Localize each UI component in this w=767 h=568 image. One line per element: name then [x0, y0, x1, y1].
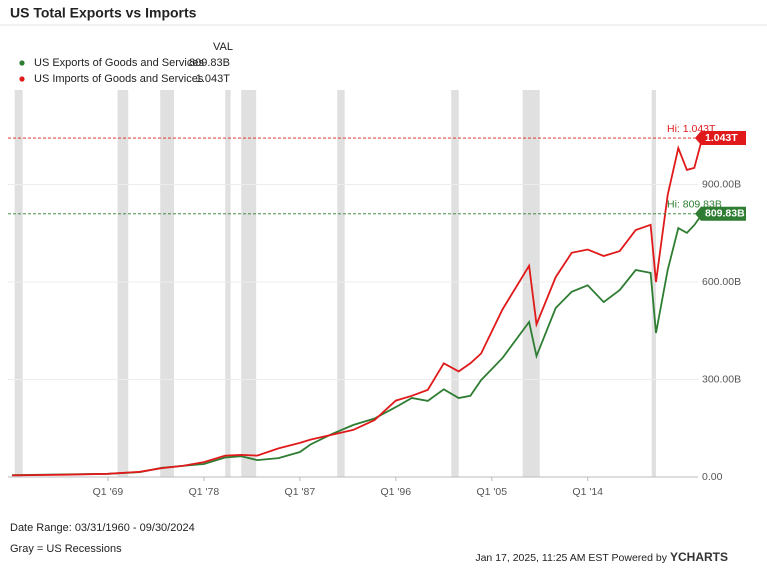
recession-band — [160, 90, 175, 477]
chart-title: US Total Exports vs Imports — [10, 5, 197, 21]
timestamp: Jan 17, 2025, 11:25 AM EST Powered by — [475, 552, 667, 564]
legend-marker — [19, 60, 25, 66]
y-tick-label: 900.00B — [702, 178, 741, 190]
legend-value: 1.043T — [196, 73, 231, 85]
x-tick-label: Q1 '14 — [572, 486, 603, 498]
date-range: Date Range: 03/31/1960 - 09/30/2024 — [10, 522, 195, 534]
y-tick-label: 600.00B — [702, 276, 741, 288]
recession-band — [225, 90, 231, 477]
recession-band — [337, 90, 345, 477]
recession-band — [651, 90, 656, 477]
legend-value: 809.83B — [189, 57, 230, 69]
y-tick-label: 0.00 — [702, 471, 723, 483]
recession-band — [14, 90, 23, 477]
recession-band — [241, 90, 257, 477]
legend-label: US Exports of Goods and Services — [34, 57, 204, 69]
x-tick-label: Q1 '87 — [285, 486, 316, 498]
x-tick-label: Q1 '69 — [93, 486, 124, 498]
x-tick-label: Q1 '96 — [381, 486, 412, 498]
recession-band — [451, 90, 459, 477]
series-line — [11, 137, 704, 477]
legend-marker — [19, 76, 25, 82]
series-line — [11, 213, 704, 476]
legend-label: US Imports of Goods and Services — [34, 73, 204, 85]
legend-header: VAL — [213, 41, 233, 53]
recession-band — [117, 90, 129, 477]
brand: YCHARTS — [670, 550, 728, 564]
x-tick-label: Q1 '78 — [189, 486, 220, 498]
value-tag-label: 809.83B — [705, 208, 745, 220]
recession-note: Gray = US Recessions — [10, 543, 122, 555]
y-tick-label: 300.00B — [702, 373, 741, 385]
value-tag-label: 1.043T — [705, 132, 738, 144]
x-tick-label: Q1 '05 — [476, 486, 507, 498]
value-tag — [695, 131, 746, 146]
value-tag — [695, 206, 746, 221]
